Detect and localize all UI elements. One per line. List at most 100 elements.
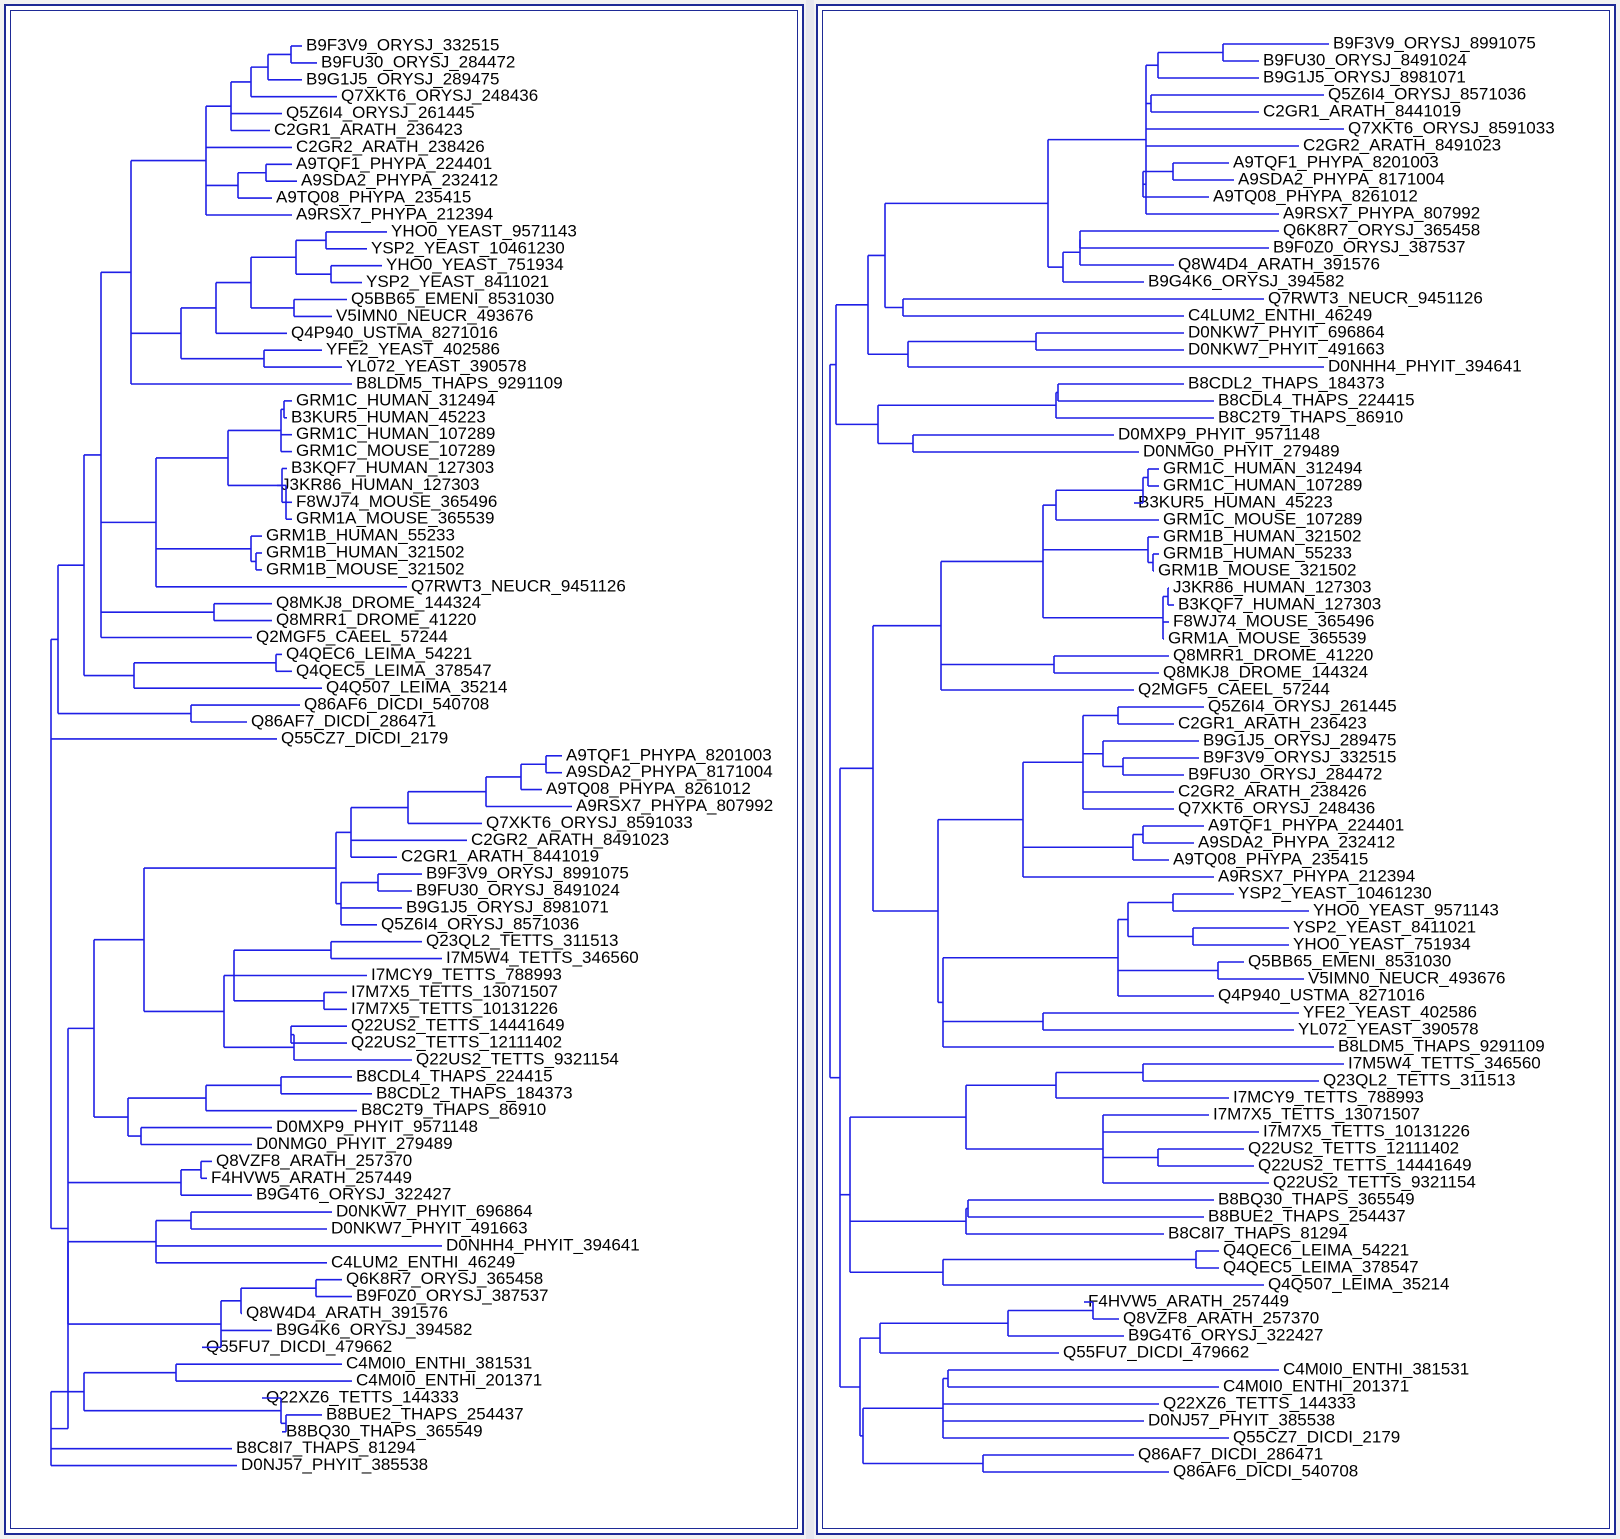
leaf-node: Q55FU7_DICDI_479662 bbox=[206, 1337, 392, 1356]
leaf-label: GRM1B_HUMAN_55233 bbox=[1163, 543, 1352, 562]
leaf-node: B8BQ30_THAPS_365549 bbox=[1218, 1189, 1415, 1208]
leaf-node: Q22US2_TETTS_14441649 bbox=[351, 1016, 565, 1035]
leaf-label: Q55FU7_DICDI_479662 bbox=[1063, 1342, 1249, 1361]
leaf-node: D0NJ57_PHYIT_385538 bbox=[241, 1455, 428, 1474]
leaf-label: GRM1C_MOUSE_107289 bbox=[1163, 509, 1362, 528]
leaf-node: YSP2_YEAST_10461230 bbox=[371, 238, 565, 257]
leaf-node: A9RSX7_PHYPA_212394 bbox=[1218, 866, 1415, 885]
leaf-node: I7M7X5_TETTS_13071507 bbox=[351, 982, 558, 1001]
left-dendrogram: B9F3V9_ORYSJ_332515B9FU30_ORYSJ_284472B9… bbox=[50, 35, 773, 1474]
leaf-label: YHO0_YEAST_9571143 bbox=[391, 221, 577, 240]
leaf-label: C4M0I0_ENTHI_381531 bbox=[1283, 1359, 1469, 1378]
leaf-label: Q8MKJ8_DROME_144324 bbox=[1163, 662, 1368, 681]
leaf-label: Q7XKT6_ORYSJ_248436 bbox=[1178, 798, 1375, 817]
leaf-node: GRM1C_HUMAN_312494 bbox=[296, 390, 495, 409]
leaf-node: C2GR2_ARATH_238426 bbox=[296, 137, 485, 156]
leaf-node: Q22US2_TETTS_9321154 bbox=[416, 1049, 619, 1068]
leaf-node: V5IMN0_NEUCR_493676 bbox=[1308, 968, 1506, 987]
leaf-label: GRM1C_MOUSE_107289 bbox=[296, 441, 495, 460]
leaf-node: Q2MGF5_CAEEL_57244 bbox=[256, 627, 448, 646]
leaf-node: GRM1A_MOUSE_365539 bbox=[1168, 628, 1366, 647]
leaf-label: Q22US2_TETTS_12111402 bbox=[351, 1033, 562, 1052]
leaf-label: A9TQ08_PHYPA_8261012 bbox=[1213, 186, 1418, 205]
leaf-label: B9G4T6_ORYSJ_322427 bbox=[1128, 1325, 1323, 1344]
leaf-node: A9RSX7_PHYPA_212394 bbox=[296, 204, 493, 223]
leaf-node: B9G1J5_ORYSJ_289475 bbox=[306, 69, 499, 88]
leaf-node: YHO0_YEAST_9571143 bbox=[1313, 900, 1499, 919]
leaf-label: D0NHH4_PHYIT_394641 bbox=[446, 1235, 640, 1254]
leaf-label: C4LUM2_ENTHI_46249 bbox=[331, 1252, 515, 1271]
leaf-node: F8WJ74_MOUSE_365496 bbox=[1173, 611, 1374, 630]
leaf-label: YSP2_YEAST_10461230 bbox=[1238, 883, 1432, 902]
leaf-node: B9F3V9_ORYSJ_332515 bbox=[1203, 747, 1396, 766]
leaf-node: D0MXP9_PHYIT_9571148 bbox=[1118, 424, 1320, 443]
leaf-label: I7M7X5_TETTS_13071507 bbox=[1213, 1104, 1420, 1123]
leaf-label: Q23QL2_TETTS_311513 bbox=[1323, 1070, 1515, 1089]
leaf-label: B9G4K6_ORYSJ_394582 bbox=[276, 1320, 472, 1339]
leaf-label: B8BUE2_THAPS_254437 bbox=[326, 1404, 524, 1423]
leaf-label: GRM1C_HUMAN_107289 bbox=[296, 424, 495, 443]
leaf-node: Q8VZF8_ARATH_257370 bbox=[1123, 1308, 1319, 1327]
leaf-node: C2GR1_ARATH_8441019 bbox=[401, 847, 599, 866]
leaf-label: YHO0_YEAST_751934 bbox=[386, 255, 564, 274]
leaf-label: YSP2_YEAST_8411021 bbox=[1293, 917, 1476, 936]
leaf-node: Q4QEC5_LEIMA_378547 bbox=[296, 661, 492, 680]
leaf-node: C2GR1_ARATH_8441019 bbox=[1263, 101, 1461, 120]
leaf-label: B8LDM5_THAPS_9291109 bbox=[1338, 1036, 1545, 1055]
leaf-node: A9RSX7_PHYPA_807992 bbox=[576, 796, 773, 815]
leaf-node: Q8W4D4_ARATH_391576 bbox=[246, 1303, 448, 1322]
leaf-label: B8LDM5_THAPS_9291109 bbox=[356, 373, 563, 392]
leaf-node: GRM1B_HUMAN_321502 bbox=[1163, 526, 1361, 545]
leaf-label: GRM1B_HUMAN_55233 bbox=[266, 526, 455, 545]
leaf-label: YL072_YEAST_390578 bbox=[346, 357, 527, 376]
leaf-node: Q22XZ6_TETTS_144333 bbox=[1163, 1393, 1356, 1412]
leaf-node: C4M0I0_ENTHI_201371 bbox=[356, 1371, 542, 1390]
leaf-node: YL072_YEAST_390578 bbox=[1298, 1019, 1479, 1038]
leaf-label: Q4P940_USTMA_8271016 bbox=[291, 323, 498, 342]
leaf-label: I7M7X5_TETTS_13071507 bbox=[351, 982, 558, 1001]
leaf-label: Q55CZ7_DICDI_2179 bbox=[1233, 1427, 1400, 1446]
leaf-node: I7M7X5_TETTS_13071507 bbox=[1213, 1104, 1420, 1123]
leaf-label: D0NMG0_PHYIT_279489 bbox=[1143, 441, 1340, 460]
leaf-node: GRM1B_MOUSE_321502 bbox=[266, 559, 464, 578]
leaf-label: YHO0_YEAST_9571143 bbox=[1313, 900, 1499, 919]
leaf-label: Q7XKT6_ORYSJ_248436 bbox=[341, 86, 538, 105]
leaf-label: Q22US2_TETTS_14441649 bbox=[1258, 1155, 1472, 1174]
leaf-node: Q6K8R7_ORYSJ_365458 bbox=[1283, 220, 1480, 239]
leaf-label: B8CDL2_THAPS_184373 bbox=[376, 1083, 573, 1102]
leaf-node: B9FU30_ORYSJ_284472 bbox=[1188, 764, 1382, 783]
leaf-label: A9TQF1_PHYPA_8201003 bbox=[1233, 152, 1439, 171]
leaf-node: YL072_YEAST_390578 bbox=[346, 357, 527, 376]
leaf-label: GRM1C_HUMAN_107289 bbox=[1163, 475, 1362, 494]
leaf-label: A9TQF1_PHYPA_224401 bbox=[296, 154, 492, 173]
leaf-node: B8CDL2_THAPS_184373 bbox=[376, 1083, 573, 1102]
leaf-node: C2GR1_ARATH_236423 bbox=[274, 120, 463, 139]
leaf-node: Q22US2_TETTS_12111402 bbox=[351, 1033, 562, 1052]
leaf-label: A9SDA2_PHYPA_232412 bbox=[1198, 832, 1395, 851]
leaf-label: B9FU30_ORYSJ_8491024 bbox=[416, 880, 620, 899]
right-dendrogram: B9F3V9_ORYSJ_8991075B9FU30_ORYSJ_8491024… bbox=[829, 33, 1555, 1480]
leaf-label: YSP2_YEAST_10461230 bbox=[371, 238, 565, 257]
leaf-node: C2GR2_ARATH_8491023 bbox=[1303, 135, 1501, 154]
leaf-label: B9G1J5_ORYSJ_289475 bbox=[306, 69, 499, 88]
leaf-label: A9SDA2_PHYPA_8171004 bbox=[1238, 169, 1445, 188]
leaf-node: Q4QEC6_LEIMA_54221 bbox=[1223, 1240, 1409, 1259]
leaf-node: Q2MGF5_CAEEL_57244 bbox=[1138, 679, 1330, 698]
leaf-node: B3KQF7_HUMAN_127303 bbox=[1178, 594, 1381, 613]
leaf-node: D0MXP9_PHYIT_9571148 bbox=[276, 1117, 478, 1136]
leaf-label: D0NMG0_PHYIT_279489 bbox=[256, 1134, 453, 1153]
leaf-node: Q86AF6_DICDI_540708 bbox=[304, 695, 489, 714]
leaf-label: Q8MKJ8_DROME_144324 bbox=[276, 593, 481, 612]
leaf-label: A9RSX7_PHYPA_212394 bbox=[1218, 866, 1415, 885]
leaf-label: B8C2T9_THAPS_86910 bbox=[1218, 407, 1403, 426]
leaf-node: B3KUR5_HUMAN_45223 bbox=[1138, 492, 1333, 511]
leaf-node: D0NHH4_PHYIT_394641 bbox=[1328, 356, 1522, 375]
leaf-node: Q8VZF8_ARATH_257370 bbox=[216, 1151, 412, 1170]
leaf-label: Q86AF6_DICDI_540708 bbox=[1173, 1461, 1358, 1480]
leaf-node: Q4P940_USTMA_8271016 bbox=[291, 323, 498, 342]
leaf-label: B9F3V9_ORYSJ_8991075 bbox=[1333, 33, 1536, 52]
leaf-label: C2GR2_ARATH_238426 bbox=[1178, 781, 1367, 800]
leaf-node: B8C8I7_THAPS_81294 bbox=[236, 1438, 416, 1457]
leaf-label: I7MCY9_TETTS_788993 bbox=[371, 965, 562, 984]
leaf-node: C4M0I0_ENTHI_381531 bbox=[346, 1354, 532, 1373]
